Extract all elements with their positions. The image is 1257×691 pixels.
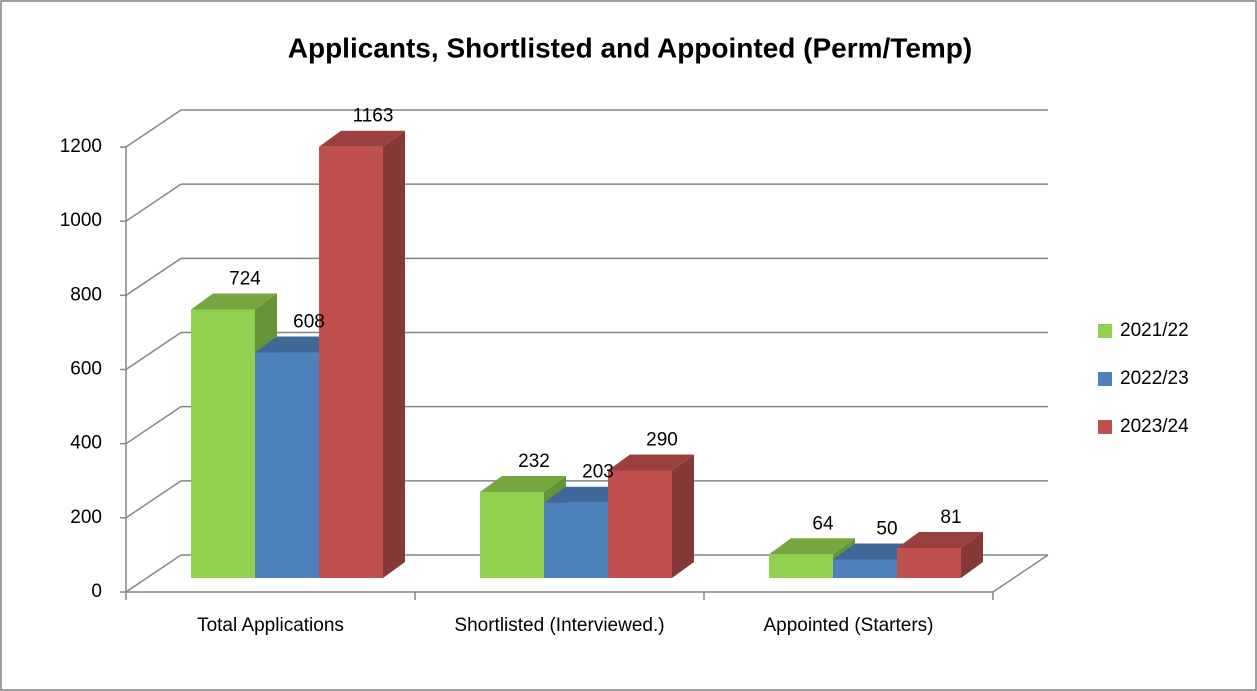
bar-front xyxy=(608,470,672,578)
y-tick-label: 400 xyxy=(70,433,102,454)
y-tick-label: 1200 xyxy=(60,136,102,157)
grid-line xyxy=(125,109,182,148)
bar-front xyxy=(191,309,255,578)
bar-top xyxy=(608,454,694,471)
data-label: 232 xyxy=(518,451,550,472)
legend-label: 2023/24 xyxy=(1120,416,1189,437)
grid-line xyxy=(125,554,182,593)
data-label: 608 xyxy=(293,312,325,333)
x-tick-label: Appointed (Starters) xyxy=(763,615,934,636)
y-tick-label: 800 xyxy=(70,284,102,305)
bar-top xyxy=(897,531,983,548)
floor-edge xyxy=(992,554,1049,593)
legend-label: 2022/23 xyxy=(1120,368,1189,389)
bar xyxy=(897,531,983,578)
legend-swatch xyxy=(1098,324,1112,338)
y-tick-label: 0 xyxy=(91,581,102,602)
bar-front xyxy=(255,352,319,578)
legend-swatch xyxy=(1098,420,1112,434)
bar-front xyxy=(544,502,608,578)
legend-label: 2021/22 xyxy=(1120,320,1189,341)
bar-front xyxy=(833,559,897,578)
chart-title: Applicants, Shortlisted and Appointed (P… xyxy=(288,32,972,63)
bar-top xyxy=(191,293,277,310)
data-label: 203 xyxy=(582,462,614,483)
bar xyxy=(319,130,405,579)
bar-side xyxy=(961,531,983,578)
x-tick-label: Shortlisted (Interviewed.) xyxy=(454,615,665,636)
y-tick-label: 600 xyxy=(70,359,102,380)
data-label: 724 xyxy=(229,269,261,290)
bar-side xyxy=(383,130,405,579)
grid-line xyxy=(125,406,182,445)
bar-top xyxy=(319,130,405,147)
bar-front xyxy=(769,554,833,578)
data-label: 64 xyxy=(812,513,834,534)
data-label: 290 xyxy=(646,429,678,450)
bar-side xyxy=(672,454,694,578)
grid-line xyxy=(125,183,182,222)
data-label: 1163 xyxy=(353,106,394,127)
bar-front xyxy=(480,491,544,578)
bar-front xyxy=(319,146,383,579)
grid-line xyxy=(125,480,182,519)
grid-line xyxy=(125,257,182,296)
bar xyxy=(608,454,694,578)
bar-front xyxy=(897,547,961,578)
y-tick-label: 1000 xyxy=(60,210,102,231)
bar-top xyxy=(480,475,566,492)
data-label: 50 xyxy=(876,518,897,539)
data-label: 81 xyxy=(940,507,961,528)
grid-line xyxy=(125,331,182,371)
legend-swatch xyxy=(1098,372,1112,386)
y-tick-label: 200 xyxy=(70,507,102,528)
x-tick-label: Total Applications xyxy=(197,615,344,636)
bar-top xyxy=(769,538,855,555)
